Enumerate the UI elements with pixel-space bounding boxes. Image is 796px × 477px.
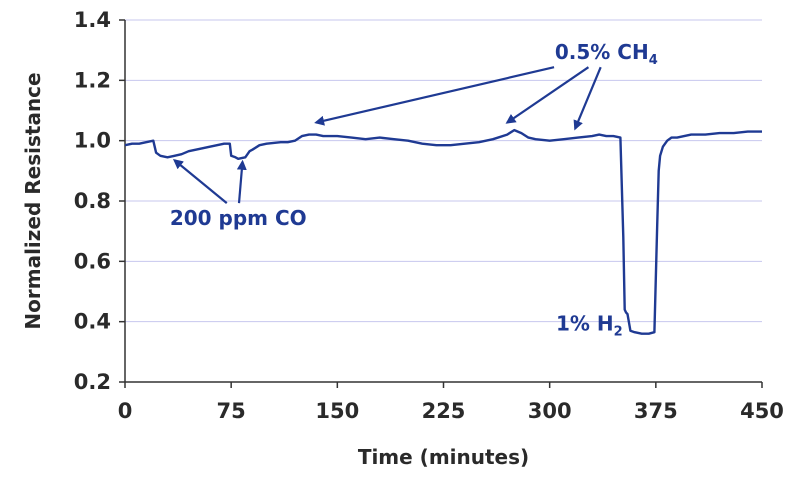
annotations: 0.5% CH4 200 ppm CO 1% H2 <box>170 40 658 340</box>
annotation-text: 200 ppm CO <box>170 206 307 230</box>
annotation: 1% H2 <box>556 312 623 340</box>
annotation-label: 1% H2 <box>556 312 623 340</box>
annotation-text: 1% H <box>556 312 614 336</box>
annotation-label: 200 ppm CO <box>170 206 307 230</box>
x-tick-label: 0 <box>118 399 133 423</box>
y-tick-label: 1.0 <box>74 129 111 153</box>
annotation-arrow <box>505 66 590 124</box>
annotation-label: 0.5% CH4 <box>555 40 658 68</box>
gridlines <box>125 19 762 323</box>
annotation-subscript: 2 <box>614 325 623 340</box>
series-layer <box>124 128 762 335</box>
annotation: 200 ppm CO <box>170 159 307 230</box>
x-tick-label: 75 <box>217 399 246 423</box>
series-line <box>124 128 762 335</box>
annotation-arrow <box>573 66 602 131</box>
x-tick-label: 300 <box>528 399 572 423</box>
y-tick-label: 0.4 <box>74 310 111 334</box>
annotation-subscript: 4 <box>649 53 658 68</box>
y-tick-label: 0.2 <box>74 370 111 394</box>
x-tick-label: 450 <box>740 399 784 423</box>
y-tick-label: 1.2 <box>74 68 111 92</box>
annotation-arrow <box>236 159 247 204</box>
x-tick-label: 225 <box>422 399 466 423</box>
x-tick-label: 375 <box>634 399 678 423</box>
annotation-text: 0.5% CH <box>555 40 649 64</box>
y-tick-label: 1.4 <box>74 8 111 32</box>
tick-labels: 0.2 0.4 0.6 0.8 1.0 1.2 1.4 0 75 150 225 300 375 450 <box>74 8 784 423</box>
x-axis-title: Time (minutes) <box>358 445 529 469</box>
annotation-arrow <box>172 159 228 204</box>
x-tick-label: 150 <box>315 399 359 423</box>
y-tick-label: 0.6 <box>74 249 111 273</box>
y-axis-title: Normalized Resistance <box>21 72 45 329</box>
annotation-arrow <box>314 66 555 126</box>
y-tick-label: 0.8 <box>74 189 111 213</box>
axes <box>119 19 763 388</box>
annotation: 0.5% CH4 <box>314 40 658 131</box>
